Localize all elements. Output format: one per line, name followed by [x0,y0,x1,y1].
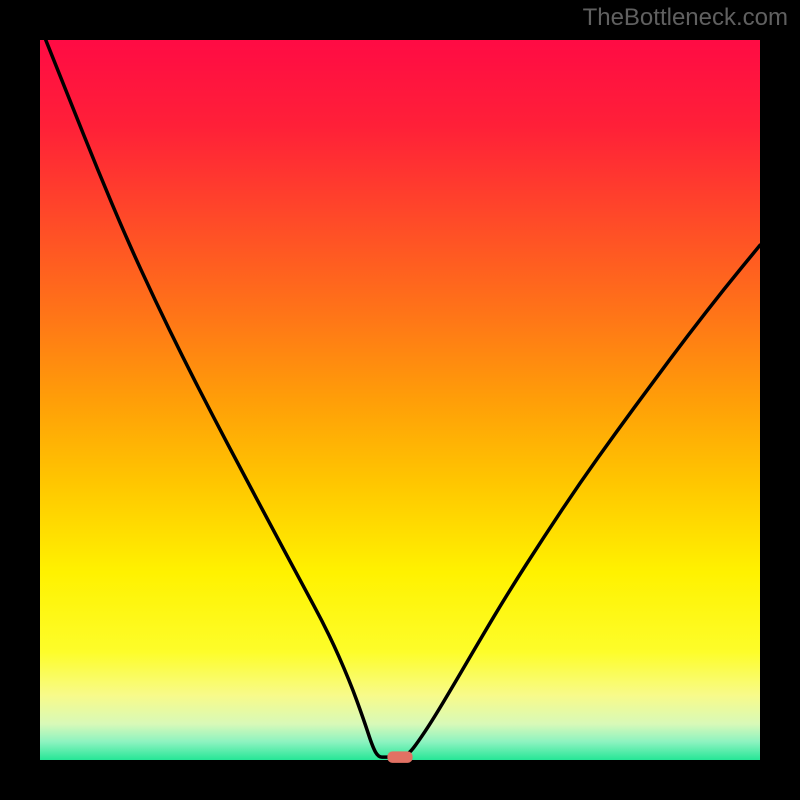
chart-svg [0,0,800,800]
plot-background [40,40,760,760]
chart-container: TheBottleneck.com [0,0,800,800]
optimum-marker [387,751,412,763]
watermark-text: TheBottleneck.com [583,4,788,32]
